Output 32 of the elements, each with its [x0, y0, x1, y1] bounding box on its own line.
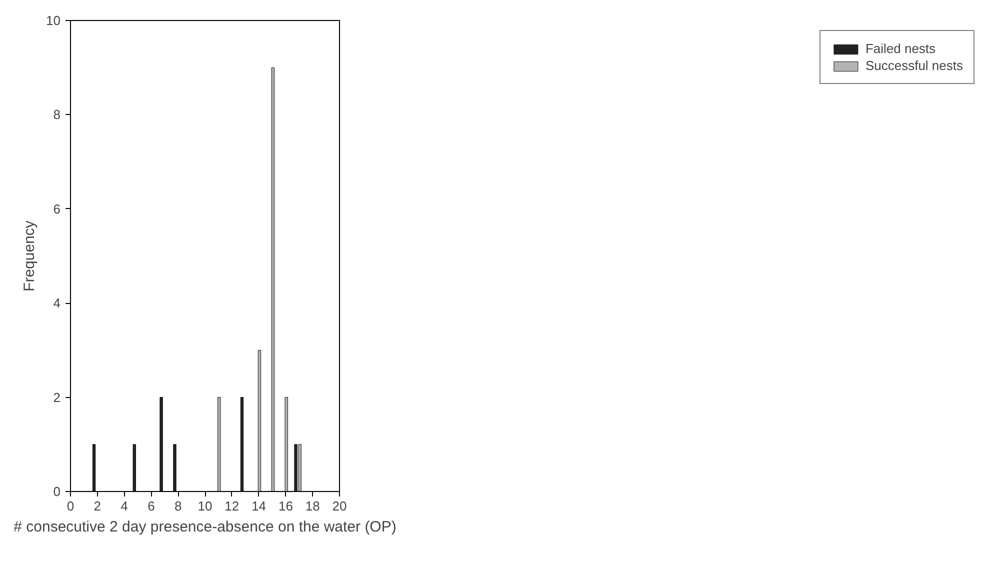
y-tick-label: 0 — [53, 484, 61, 499]
x-tick-label: 18 — [305, 498, 320, 514]
bar — [294, 444, 298, 492]
bar — [284, 397, 288, 492]
bar — [92, 444, 96, 492]
x-tick-label: 6 — [148, 498, 155, 514]
x-axis-title: # consecutive 2 day presence-absence on the water (OP) — [14, 518, 396, 536]
y-tick-label: 4 — [53, 296, 61, 311]
bar — [132, 444, 136, 492]
x-tick-label: 12 — [224, 498, 240, 514]
x-tick-label: 4 — [120, 498, 128, 514]
bar — [240, 397, 244, 492]
bar — [298, 444, 302, 492]
x-tick-label: 0 — [66, 498, 74, 514]
x-tick-label: 8 — [174, 498, 182, 514]
y-tick-label: 6 — [53, 201, 61, 216]
x-tick-label: 14 — [252, 498, 266, 514]
x-tick-label: 2 — [94, 498, 102, 514]
bar — [173, 444, 176, 492]
legend-label: Failed nests — [865, 41, 936, 56]
bar — [160, 397, 163, 492]
x-tick-label: 20 — [332, 498, 347, 514]
bar — [218, 397, 221, 492]
y-tick-label: 8 — [53, 107, 61, 122]
y-axis-title: Frequency — [21, 220, 38, 292]
x-tick-label: 10 — [198, 498, 212, 514]
y-tick-label: 10 — [46, 13, 61, 28]
bar — [271, 67, 275, 492]
y-tick-label: 2 — [53, 390, 61, 405]
x-tick-label: 16 — [278, 498, 293, 514]
bar — [258, 350, 262, 492]
legend-label: Successful nests — [865, 58, 963, 73]
